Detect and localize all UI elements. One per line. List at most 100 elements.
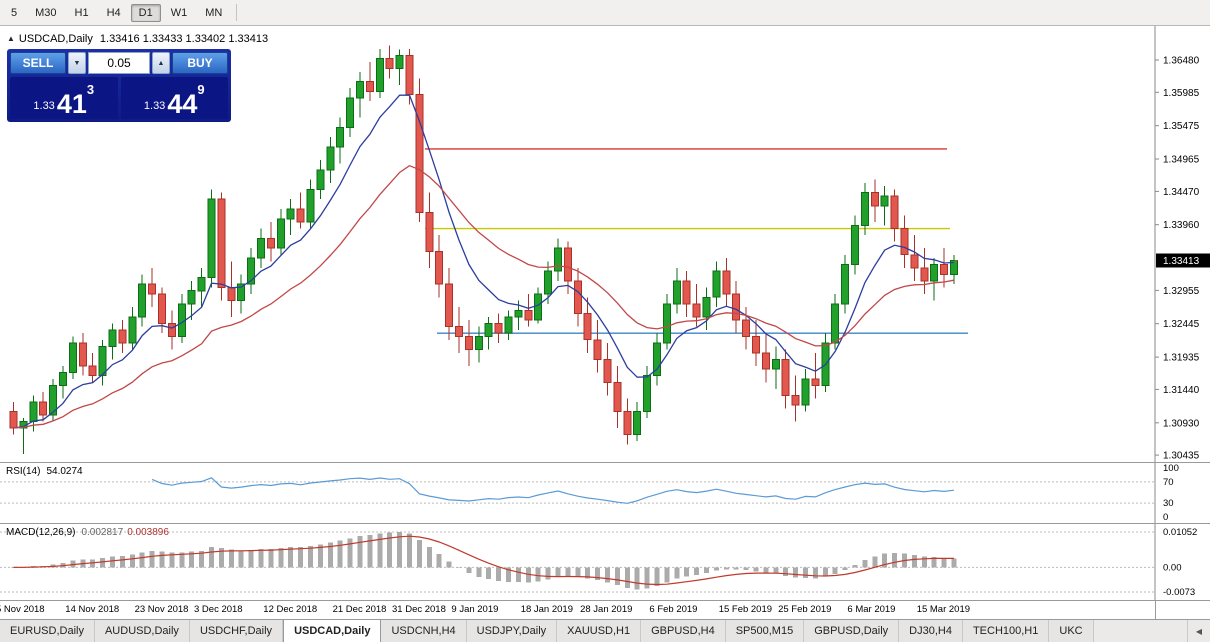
candle (158, 293, 166, 324)
chart-tab-gbpusd-daily[interactable]: GBPUSD,Daily (804, 620, 900, 642)
time-axis-label: 18 Jan 2019 (520, 604, 573, 615)
price-tick-label: 1.34965 (1163, 155, 1200, 166)
candle (554, 247, 562, 272)
macd-bar (377, 533, 383, 568)
candle (950, 260, 958, 275)
time-axis[interactable]: 5 Nov 2018 14 Nov 2018 23 Nov 2018 3 Dec 20… (0, 601, 1210, 619)
macd-bar (199, 550, 205, 568)
macd-bar (812, 567, 818, 579)
timeframe-button-5[interactable]: 5 (3, 4, 25, 22)
candle (920, 267, 929, 282)
candle (742, 319, 751, 338)
macd-bar (931, 557, 937, 568)
lot-dropdown-button[interactable]: ▼ (68, 52, 86, 74)
timeframe-button-m30[interactable]: M30 (27, 4, 64, 22)
macd-bar (723, 567, 729, 570)
timeframe-button-d1[interactable]: D1 (130, 3, 161, 22)
sell-price-prefix: 1.33 (33, 100, 55, 112)
price-tick-label: 1.32955 (1163, 286, 1200, 297)
candle (890, 195, 899, 230)
macd-tick-label: 0.01052 (1163, 527, 1197, 538)
rsi-panel: 100 70 30 0 RSI(14) 54.0274 (0, 463, 1210, 524)
tab-scroll-left-icon[interactable]: ◀ (1186, 620, 1210, 642)
toolbar-separator (236, 4, 238, 21)
macd-bar (654, 567, 660, 587)
macd-bar (753, 567, 759, 572)
candle (801, 378, 810, 406)
candle (29, 401, 38, 422)
current-price-badge-label: 1.33413 (1163, 256, 1200, 267)
rsi-tick-label: 30 (1163, 498, 1174, 509)
chart-tab-usdchf-daily[interactable]: USDCHF,Daily (189, 620, 284, 642)
macd-bar (822, 567, 828, 577)
macd-main-value: 0.002817 (81, 527, 124, 538)
candle (336, 126, 345, 148)
candle (643, 375, 652, 413)
time-axis-label: 5 Nov 2018 (0, 604, 45, 615)
macd-bar (238, 550, 244, 568)
macd-bar (644, 567, 650, 589)
price-tick-label: 1.34470 (1163, 187, 1200, 198)
chart-tab-ukc[interactable]: UKC (1049, 620, 1094, 642)
lot-size-input[interactable] (88, 52, 150, 74)
buy-price-display[interactable]: 1.33 44 9 (120, 77, 228, 119)
price-tick-label: 1.32445 (1163, 319, 1200, 330)
price-tick-label: 1.33960 (1163, 220, 1200, 231)
timeframe-button-h1[interactable]: H1 (67, 4, 97, 22)
chart-tab-sp500-m15[interactable]: SP500,M15 (725, 620, 805, 642)
macd-signal-line (13, 535, 954, 586)
sell-price-display[interactable]: 1.33 41 3 (10, 77, 118, 119)
macd-bar (684, 567, 690, 577)
macd-bar (783, 567, 789, 576)
main-chart-canvas[interactable]: 1.364801.359851.354751.349651.344701.339… (0, 26, 1210, 462)
macd-bar (426, 547, 432, 568)
lot-increase-button[interactable]: ▲ (152, 52, 170, 74)
candle (702, 296, 711, 318)
chevron-down-icon: ▼ (73, 59, 81, 67)
time-axis-label: 15 Mar 2019 (916, 604, 971, 615)
macd-bar (90, 559, 96, 568)
rsi-name: RSI(14) (6, 466, 41, 477)
timeframe-button-w1[interactable]: W1 (163, 4, 196, 22)
price-tick-label: 1.36480 (1163, 56, 1200, 67)
time-axis-label: 25 Feb 2019 (778, 604, 832, 615)
chart-tab-eurusd-daily[interactable]: EURUSD,Daily (0, 620, 95, 642)
rsi-line (151, 477, 955, 504)
candle (940, 264, 949, 275)
macd-bar (446, 561, 452, 568)
chart-tab-usdjpy-daily[interactable]: USDJPY,Daily (466, 620, 558, 642)
chart-tab-dj30-h4[interactable]: DJ30,H4 (899, 620, 963, 642)
chart-tab-usdcad-daily[interactable]: USDCAD,Daily (283, 620, 382, 642)
chart-tab-gbpusd-h4[interactable]: GBPUSD,H4 (641, 620, 726, 642)
candle (9, 411, 18, 429)
candle (811, 378, 820, 386)
chart-tab-audusd-daily[interactable]: AUDUSD,Daily (94, 620, 190, 642)
candle (306, 188, 315, 223)
chart-tab-xauusd-h1[interactable]: XAUUSD,H1 (557, 620, 642, 642)
macd-bar (119, 556, 125, 568)
time-axis-label: 15 Feb 2019 (718, 604, 773, 615)
candle (514, 309, 523, 318)
macd-bar (258, 549, 264, 568)
chart-tab-tech100-h1[interactable]: TECH100,H1 (962, 620, 1050, 642)
timeframe-button-h4[interactable]: H4 (99, 4, 129, 22)
macd-bar (733, 567, 739, 570)
candle (207, 198, 216, 279)
buy-price-sup: 9 (197, 82, 205, 97)
buy-button[interactable]: BUY (172, 52, 228, 74)
timeframe-button-mn[interactable]: MN (197, 4, 230, 22)
macd-canvas[interactable]: 0.01052 0.00 -0.0073 (0, 524, 1210, 600)
macd-label: MACD(12,26,9) 0.002817 0.003896 (6, 527, 169, 538)
candle (276, 218, 285, 249)
rsi-canvas[interactable]: 100 70 30 0 (0, 463, 1210, 523)
candle (296, 208, 305, 223)
candle (831, 303, 840, 344)
sell-button[interactable]: SELL (10, 52, 66, 74)
chart-symbol-icon: ▲ (7, 34, 15, 43)
macd-bar (209, 547, 214, 568)
macd-bar (367, 535, 373, 568)
macd-bar (862, 559, 868, 568)
time-axis-label: 21 Dec 2018 (332, 604, 387, 615)
macd-bar (614, 567, 620, 586)
chart-tab-usdcnh-h4[interactable]: USDCNH,H4 (381, 620, 467, 642)
